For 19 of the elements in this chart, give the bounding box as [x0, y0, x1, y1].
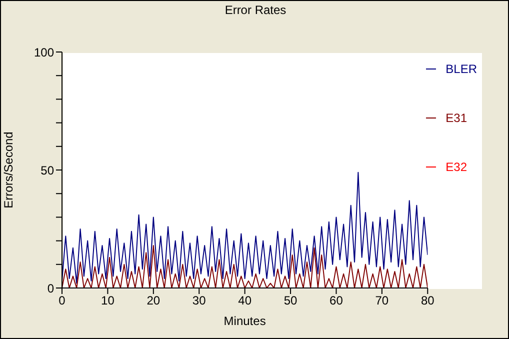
y-tick-label: 0 — [47, 281, 54, 296]
x-tick-label: 0 — [58, 294, 66, 308]
legend-label: E32 — [446, 160, 467, 174]
x-tick-label: 40 — [238, 294, 252, 308]
y-axis-title: Errors/Second — [1, 132, 16, 208]
legend-label: E31 — [446, 111, 467, 125]
x-tick-label: 20 — [146, 294, 160, 308]
chart-title: Error Rates — [224, 3, 288, 17]
x-tick-label: 70 — [375, 294, 389, 308]
x-axis-title: Minutes — [224, 314, 266, 328]
line-series — [62, 172, 428, 284]
x-tick-label: 60 — [330, 294, 344, 308]
x-tick-label: 10 — [101, 294, 115, 308]
x-tick-label: 80 — [420, 294, 435, 308]
y-tick-label: 50 — [40, 163, 54, 178]
x-tick-label: 50 — [284, 294, 298, 308]
y-tick-label: 100 — [34, 45, 54, 60]
legend-label: BLER — [446, 62, 477, 76]
x-tick-label: 30 — [192, 294, 206, 308]
